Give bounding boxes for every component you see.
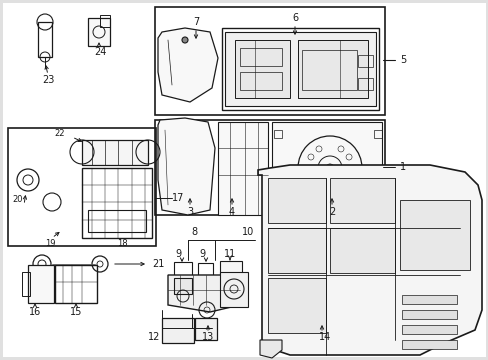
Text: 19: 19 [45,239,55,248]
Bar [357,55,372,67]
Bar [82,168,152,238]
Text: 2: 2 [328,207,334,217]
Text: 7: 7 [192,17,199,27]
Bar [235,40,289,98]
Bar [401,325,456,334]
Polygon shape [168,275,240,312]
Circle shape [187,189,192,194]
Bar [273,198,282,206]
Circle shape [182,37,187,43]
Text: 22: 22 [55,129,65,138]
Bar [162,318,194,343]
Text: 9: 9 [199,249,204,259]
Bar [329,178,394,223]
Bar [307,300,335,322]
Polygon shape [158,118,215,215]
Text: 21: 21 [151,259,164,269]
Bar [174,278,192,294]
Bar [155,120,384,215]
Polygon shape [218,122,267,215]
Bar [195,318,217,340]
Text: 10: 10 [242,227,254,237]
Text: 3: 3 [186,207,193,217]
Text: 15: 15 [70,307,82,317]
Polygon shape [224,32,375,106]
Bar [100,15,110,27]
Text: 18: 18 [117,239,127,248]
Bar [329,228,394,273]
Bar [297,40,367,98]
Circle shape [325,164,333,172]
Text: 17: 17 [171,193,184,203]
Bar [273,130,282,138]
Text: 16: 16 [29,307,41,317]
Text: 14: 14 [318,332,330,342]
Bar [373,198,381,206]
Bar [155,7,384,115]
Bar [240,48,282,66]
Bar [88,18,110,46]
Text: 4: 4 [228,207,235,217]
Bar [240,72,282,90]
Text: 12: 12 [147,332,160,342]
Text: 11: 11 [224,249,236,259]
Text: 23: 23 [42,75,54,85]
Text: 13: 13 [202,332,214,342]
Text: 1: 1 [399,162,405,172]
Bar [220,261,242,279]
Text: 6: 6 [291,13,298,23]
Text: 24: 24 [94,47,106,57]
Bar [28,265,54,303]
Bar [357,78,372,90]
Text: 5: 5 [399,55,406,65]
Text: 9: 9 [175,249,181,259]
Bar [55,265,97,303]
Bar [8,128,156,246]
Bar [88,210,146,232]
Text: 20: 20 [13,195,23,204]
Bar [401,310,456,319]
Bar [222,28,378,110]
Polygon shape [260,340,282,358]
Bar [401,340,456,349]
Bar [174,262,192,276]
Bar [267,278,325,333]
Bar [198,263,213,275]
Polygon shape [158,28,218,102]
Polygon shape [271,122,381,215]
Bar [401,295,456,304]
Bar [302,50,356,90]
Bar [399,200,469,270]
Bar [267,228,325,273]
Bar [373,130,381,138]
Bar [267,178,325,223]
Polygon shape [258,165,481,355]
Bar [38,22,52,57]
Bar [220,272,247,307]
Bar [22,272,30,296]
Polygon shape [82,140,148,165]
Text: 8: 8 [190,227,197,237]
